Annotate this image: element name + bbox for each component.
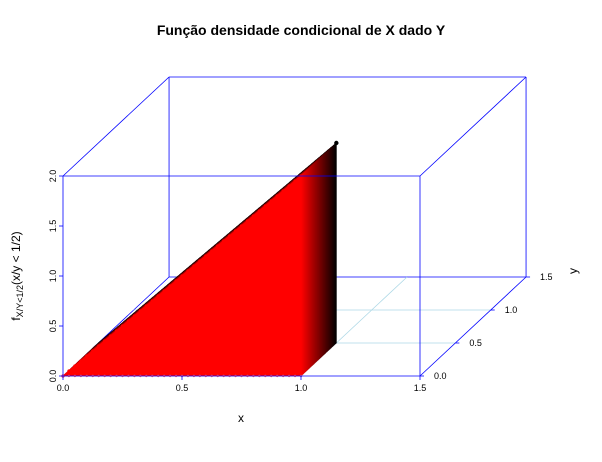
z-tick-label: 0.0 xyxy=(48,370,58,383)
data-point xyxy=(269,199,273,203)
x-tick-label: 1.5 xyxy=(414,383,427,393)
z-axis-label-sub: X/Y<1/2 xyxy=(15,285,25,317)
data-point xyxy=(251,214,255,218)
data-point xyxy=(222,239,226,243)
data-point xyxy=(85,354,89,358)
data-point xyxy=(293,179,297,183)
data-point xyxy=(216,244,220,248)
data-point xyxy=(132,314,136,318)
data-point xyxy=(144,304,148,308)
z-tick-label: 2.0 xyxy=(48,170,58,183)
y-tick-label: 0.5 xyxy=(469,338,482,348)
box-edge xyxy=(419,276,527,377)
x-tick-label: 1.0 xyxy=(295,383,308,393)
z-tick-label: 1.0 xyxy=(48,270,58,283)
data-point xyxy=(334,140,339,146)
x-tick-label: 0.0 xyxy=(57,383,70,393)
data-point xyxy=(97,344,101,348)
x-tick-label: 0.5 xyxy=(176,383,189,393)
density-surface xyxy=(61,140,339,378)
data-point xyxy=(245,219,250,223)
data-point xyxy=(263,204,267,208)
z-axis-label-rest: (x/y < 1/2) xyxy=(9,231,23,285)
y-tick-label: 1.0 xyxy=(505,305,518,315)
data-point xyxy=(103,339,107,343)
data-point xyxy=(126,319,131,323)
data-point xyxy=(67,369,71,373)
data-point xyxy=(204,254,208,258)
data-point xyxy=(210,249,214,253)
data-point xyxy=(281,189,285,193)
z-axis-label-main: f xyxy=(9,317,23,321)
data-point xyxy=(109,334,113,338)
data-point xyxy=(233,229,238,233)
data-point xyxy=(174,279,178,283)
axis-ticks: 0.0 0.5 1.0 1.5 0.0 0.5 1.0 1.5 2.0 0.0 0.5 1.0 1.5 xyxy=(48,170,553,393)
data-point xyxy=(257,209,261,213)
z-tick-label: 0.5 xyxy=(48,320,58,333)
data-point xyxy=(239,224,244,228)
front-box xyxy=(62,76,527,377)
data-point xyxy=(79,359,83,363)
data-point xyxy=(168,284,172,288)
box-edge xyxy=(62,76,170,177)
data-point xyxy=(150,299,154,303)
data-point xyxy=(275,194,279,198)
data-point xyxy=(287,184,291,188)
data-point xyxy=(162,289,166,293)
data-point xyxy=(156,294,160,298)
x-axis-label: x xyxy=(238,411,244,425)
box-edge xyxy=(419,76,527,177)
data-point xyxy=(138,309,142,313)
y-axis-label: y xyxy=(566,268,580,274)
data-point xyxy=(91,349,95,353)
data-point xyxy=(73,364,77,368)
data-point xyxy=(198,259,202,263)
z-axis-label: fX/Y<1/2(x/y < 1/2) xyxy=(9,231,25,320)
chart-title: Função densidade condicional de X dado Y xyxy=(157,22,446,38)
data-point xyxy=(180,274,184,278)
data-point xyxy=(186,269,190,273)
data-point xyxy=(114,329,119,333)
data-point xyxy=(192,264,196,268)
data-point xyxy=(120,324,125,328)
data-point xyxy=(228,234,232,238)
y-tick-label: 0.0 xyxy=(434,371,447,381)
y-tick-label: 1.5 xyxy=(540,272,553,282)
z-tick-label: 1.5 xyxy=(48,220,58,233)
